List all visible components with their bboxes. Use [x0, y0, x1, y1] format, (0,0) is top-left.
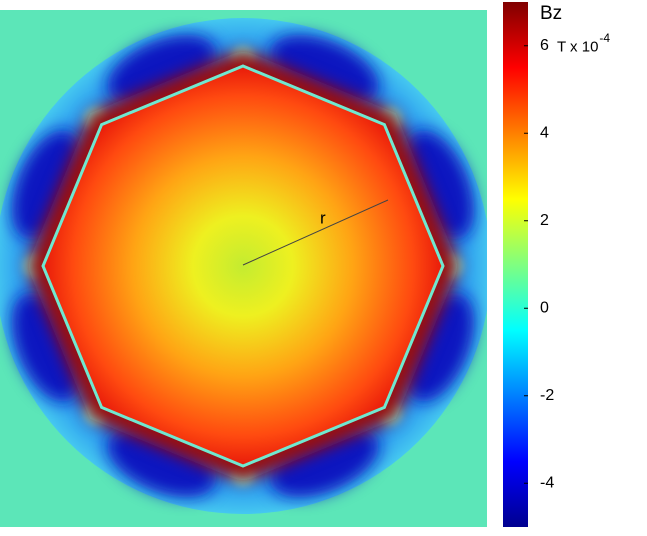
tick-label: 2: [540, 212, 549, 229]
radius-line: [242, 199, 389, 266]
field: r: [0, 10, 487, 527]
tick-label: 0: [540, 299, 549, 316]
tick-label: 6: [540, 37, 549, 54]
tick-label: 4: [540, 124, 549, 141]
colorbar-unit: T x 10: [557, 39, 598, 56]
tick-label: -2: [540, 387, 554, 404]
colorbar: [503, 2, 528, 527]
colorbar-unit-exponent: -4: [599, 31, 610, 45]
annotation: r: [320, 208, 326, 227]
colorbar-title: Bz: [540, 3, 562, 24]
octagon: [41, 64, 445, 468]
tick-label: -4: [540, 474, 554, 491]
